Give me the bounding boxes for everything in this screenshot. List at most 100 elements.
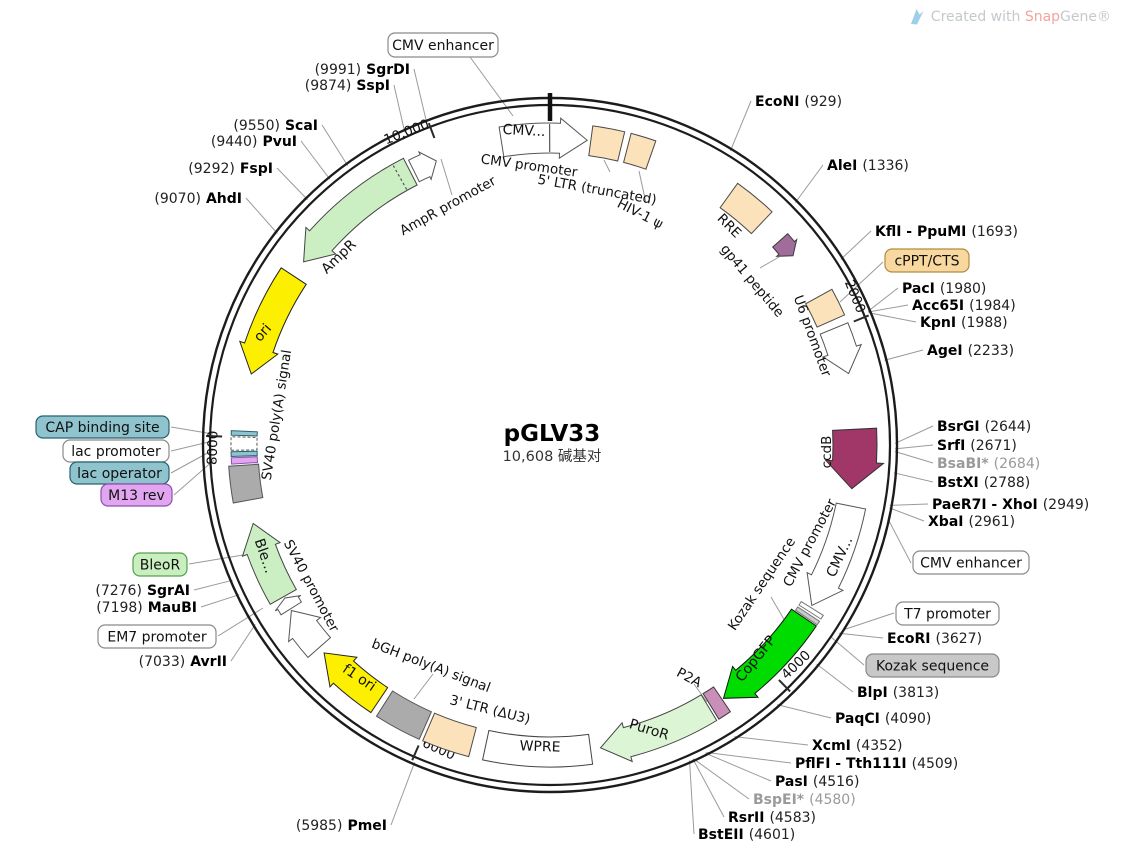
feature-3-ltr-du3 bbox=[422, 712, 477, 758]
plasmid-size: 10,608 碱基对 bbox=[503, 448, 602, 465]
leader-SrfI bbox=[894, 444, 934, 450]
tick-2000 bbox=[853, 314, 870, 323]
site-label-PflFITth111I: PflFI - Tth111I (4509) bbox=[795, 756, 958, 772]
tick-label-8000: 8000 bbox=[204, 430, 221, 465]
leader-cap-binding-site-label bbox=[170, 426, 214, 435]
feature-gp41-peptide bbox=[771, 232, 798, 257]
boxed-label-cap-binding-site-label-bg bbox=[35, 415, 170, 439]
map-text-gp41-label: gp41 peptide bbox=[717, 241, 787, 320]
feature-lac-operator-feat bbox=[230, 450, 258, 458]
site-label-BlpI: BlpI (3813) bbox=[857, 685, 939, 701]
site-label-XbaI: XbaI (2961) bbox=[928, 514, 1015, 530]
site-label-PaeR7IXhoI: PaeR7I - XhoI (2949) bbox=[932, 497, 1089, 513]
boxed-label-cppt-cts-label-bg bbox=[884, 248, 970, 273]
boxed-label-kozak-label-right-text: Kozak sequence bbox=[876, 659, 989, 675]
feature-t7-promoter-feat bbox=[798, 600, 824, 620]
leader-AhdI bbox=[245, 197, 278, 234]
boxed-label-bleor-label-bg bbox=[132, 552, 188, 577]
boxed-label-t7-promoter-label: T7 promoter bbox=[895, 601, 1000, 626]
leader-SspI bbox=[393, 84, 406, 133]
leader-PaqCI bbox=[777, 704, 832, 719]
feature-u6-promoter bbox=[819, 322, 863, 375]
map-text-cmv-ellipsis-top: CMV... bbox=[502, 122, 546, 140]
leader-PaeR7IXhoI bbox=[889, 503, 929, 506]
boxed-label-cmv-enhancer-right: CMV enhancer bbox=[912, 550, 1030, 575]
credit-prefix: Created with bbox=[930, 8, 1025, 25]
leader-PvuI bbox=[300, 140, 331, 180]
feature-cmv-promoter-arrow-2 bbox=[806, 502, 867, 607]
feature-f1-ori bbox=[323, 652, 389, 714]
site-label-KpnI: KpnI (1988) bbox=[920, 315, 1008, 331]
map-text-5-ltr-label: 5' LTR (truncated) bbox=[536, 172, 657, 209]
site-label-BstEII: BstEII (4601) bbox=[698, 827, 795, 843]
feature-cap-binding-site-feat bbox=[230, 430, 258, 437]
boxed-label-t7-promoter-label-bg bbox=[895, 601, 1000, 626]
leader-BsaBI bbox=[894, 451, 934, 464]
leader-AgeI bbox=[884, 349, 924, 361]
site-label-EcoNI: EcoNI (929) bbox=[755, 94, 842, 110]
leader-Acc65I bbox=[868, 304, 909, 313]
leader-BstEII bbox=[689, 760, 695, 835]
site-label-MauBI: (7198) MauBI bbox=[96, 600, 197, 616]
leader-PmeI bbox=[390, 762, 416, 826]
leader-EcoNI bbox=[729, 100, 752, 152]
leader-AvrII bbox=[230, 624, 256, 662]
plasmid-title: pGLV33 bbox=[504, 421, 601, 447]
leader-SgrDI bbox=[413, 68, 428, 123]
boxed-label-kozak-label-right: Kozak sequence bbox=[865, 653, 1000, 678]
boxed-label-cmv-enhancer-top-text: CMV enhancer bbox=[392, 38, 494, 54]
feature-leader-6 bbox=[440, 158, 453, 196]
boxed-label-bleor-label: BleoR bbox=[132, 552, 188, 577]
leader-cmv-enhancer-top bbox=[469, 56, 514, 117]
feature-sv40-polya bbox=[228, 463, 264, 504]
site-label-SgrDI: (9991) SgrDI bbox=[315, 62, 410, 78]
boxed-label-cap-binding-site-label-text: CAP binding site bbox=[45, 420, 159, 436]
feature-wpre bbox=[482, 729, 594, 768]
boxed-label-cap-binding-site-label: CAP binding site bbox=[35, 415, 170, 439]
site-label-SgrAI: (7276) SgrAI bbox=[95, 583, 190, 599]
map-text-sv40pa-label: SV40 poly(A) signal bbox=[259, 349, 295, 482]
boxed-label-cmv-enhancer-right-text: CMV enhancer bbox=[920, 556, 1022, 572]
boxed-label-em7-promoter-label-bg bbox=[97, 624, 217, 649]
site-label-PaqCI: PaqCI (4090) bbox=[835, 711, 931, 727]
credit-text: Created with SnapGene® bbox=[931, 9, 1111, 25]
leader-PasI bbox=[705, 752, 772, 782]
site-label-EcoRI: EcoRI (3627) bbox=[887, 631, 982, 647]
leader-ScaI bbox=[321, 124, 349, 166]
leader-AleI bbox=[794, 164, 824, 203]
site-label-PvuI: (9440) PvuI bbox=[211, 134, 297, 150]
feature-p2a bbox=[702, 686, 732, 720]
site-label-FspI: (9292) FspI bbox=[188, 161, 273, 177]
leader-EcoRI bbox=[839, 632, 884, 639]
feature-leader-4 bbox=[413, 673, 434, 700]
boxed-label-m13-rev-label: M13 rev bbox=[100, 483, 173, 507]
site-label-BsrGI: BsrGI (2644) bbox=[937, 419, 1031, 435]
tick-label-10000: 10,000 bbox=[382, 116, 432, 148]
snapgene-credit: Created with SnapGene® bbox=[910, 8, 1111, 25]
site-label-PasI: PasI (4516) bbox=[775, 774, 859, 790]
feature-hiv-1-psi bbox=[622, 132, 657, 170]
map-text-p2a-label: P2A bbox=[674, 665, 705, 692]
feature-leader-1 bbox=[638, 170, 647, 204]
site-label-SrfI: SrfI (2671) bbox=[937, 438, 1017, 454]
tick-6000 bbox=[411, 745, 420, 761]
site-label-Acc65I: Acc65I (1984) bbox=[912, 298, 1016, 314]
feature-ampr bbox=[303, 157, 418, 263]
site-label-PmeI: (5985) PmeI bbox=[296, 818, 387, 834]
feature-puror bbox=[599, 694, 718, 763]
boxed-label-cppt-cts-label-text: cPPT/CTS bbox=[894, 254, 959, 270]
leader-XcmI bbox=[734, 736, 809, 746]
site-label-AhdI: (9070) AhdI bbox=[154, 191, 242, 207]
feature-copgfp bbox=[722, 608, 817, 699]
leader-m13-rev-label bbox=[173, 459, 215, 496]
feature-m13-rev-feat bbox=[230, 456, 259, 465]
boxed-label-kozak-label-right-bg bbox=[865, 653, 1000, 678]
leader-bleor-label bbox=[188, 553, 250, 565]
boxed-label-lac-operator-label-text: lac operator bbox=[77, 466, 162, 482]
boxed-label-cmv-enhancer-top-bg bbox=[387, 32, 499, 58]
feature-kozak-feat bbox=[794, 606, 821, 626]
feature-sv40-promoter bbox=[288, 609, 332, 659]
leader-KflIPpuMI bbox=[840, 230, 872, 260]
tick-4000 bbox=[778, 679, 791, 693]
